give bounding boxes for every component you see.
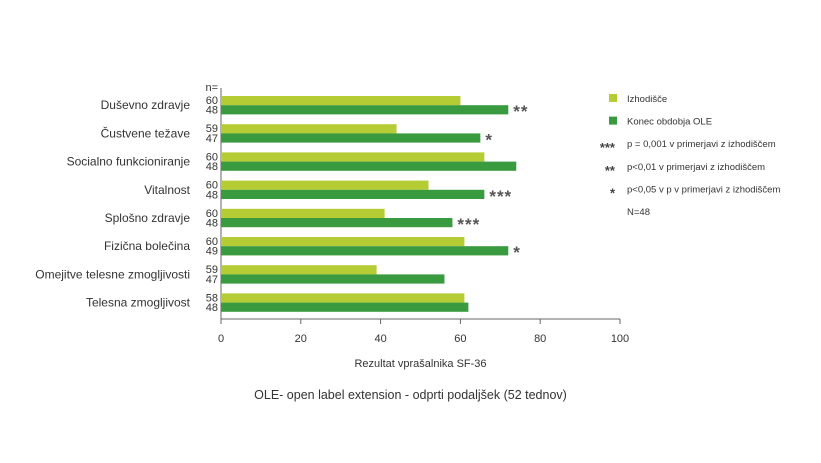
n-label-baseline: 59	[206, 123, 218, 135]
bar-ole-end	[221, 302, 469, 312]
category-label: Splošno zdravje	[105, 211, 191, 225]
n-header: n=	[205, 82, 218, 94]
bar-baseline	[221, 152, 485, 162]
bar-ole-end	[221, 161, 517, 171]
n-label-ole-end: 47	[206, 133, 218, 145]
category-label: Socialno funkcioniranje	[67, 155, 191, 169]
x-tick-label: 40	[374, 333, 386, 345]
bar-baseline	[221, 208, 385, 218]
category-label: Omejitve telesne zmogljivosti	[35, 267, 190, 281]
n-label-ole-end: 48	[206, 218, 218, 230]
category-label: Fizična bolečina	[104, 239, 190, 253]
legend-label: p<0,05 v p v primerjavi z izhodiščem	[627, 184, 780, 195]
legend-symbol: *	[610, 185, 616, 200]
legend-label: N=48	[627, 207, 650, 218]
bar-ole-end	[221, 246, 509, 256]
n-label-baseline: 60	[206, 151, 218, 163]
bar-baseline	[221, 124, 397, 134]
category-label: Telesna zmogljivost	[86, 296, 191, 310]
category-label: Duševno zdravje	[101, 98, 191, 112]
legend-label: Konec obdobja OLE	[627, 117, 712, 128]
significance-marker: *	[513, 243, 521, 262]
bar-baseline	[221, 180, 429, 190]
x-axis-title: Rezultat vprašalnika SF-36	[354, 358, 486, 370]
chart-caption: OLE- open label extension - odprti podal…	[254, 388, 567, 402]
bar-layer	[221, 96, 517, 312]
bar-baseline	[221, 265, 377, 275]
n-label-ole-end: 47	[206, 274, 218, 286]
n-label-baseline: 60	[206, 95, 218, 107]
legend-symbol: **	[605, 163, 616, 178]
x-tick-label: 60	[454, 333, 466, 345]
bar-ole-end	[221, 189, 485, 199]
n-label-ole-end: 48	[206, 189, 218, 201]
axis-layer: 0 20 40 60 80 100 Rezultat vprašalnika SF-36	[218, 88, 629, 370]
bar-ole-end	[221, 274, 445, 284]
n-label-baseline: 60	[206, 180, 218, 192]
significance-marker: **	[513, 102, 528, 121]
legend-label: p<0,01 v primerjavi z izhodiščem	[627, 162, 765, 173]
x-tick-label: 80	[534, 333, 546, 345]
bar-baseline	[221, 96, 461, 106]
n-label-ole-end: 48	[206, 105, 218, 117]
n-label-baseline: 58	[206, 292, 218, 304]
bar-ole-end	[221, 105, 509, 115]
x-tick-label: 0	[218, 333, 224, 345]
n-label-ole-end: 48	[206, 302, 218, 314]
n-label-baseline: 59	[206, 264, 218, 276]
x-tick-label: 100	[611, 333, 629, 345]
bar-ole-end	[221, 133, 481, 143]
significance-marker: *	[485, 130, 493, 149]
bar-ole-end	[221, 218, 453, 228]
legend-symbol: ***	[600, 140, 616, 155]
category-label: Vitalnost	[144, 183, 190, 197]
n-label-baseline: 60	[206, 208, 218, 220]
significance-marker: ***	[457, 215, 480, 234]
n-label-ole-end: 48	[206, 161, 218, 173]
x-tick-label: 20	[295, 333, 307, 345]
n-label-ole-end: 49	[206, 246, 218, 258]
significance-marker: ***	[489, 187, 512, 206]
legend-label: p = 0,001 v primerjavi z izhodiščem	[627, 139, 776, 150]
legend-swatch	[609, 116, 617, 125]
n-label-baseline: 60	[206, 236, 218, 248]
category-label: Čustvene težave	[101, 125, 191, 140]
legend-label: Izhodišče	[627, 94, 667, 105]
legend-swatch	[609, 94, 617, 102]
bar-baseline	[221, 293, 465, 303]
bar-baseline	[221, 237, 465, 247]
